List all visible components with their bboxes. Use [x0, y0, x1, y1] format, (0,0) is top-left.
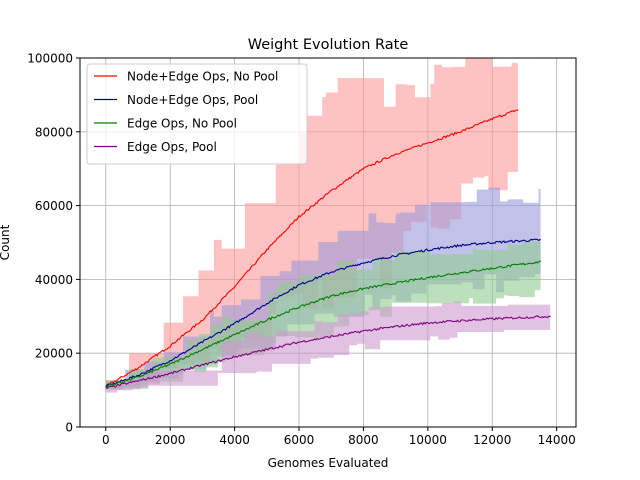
x-tick-label: 0: [102, 433, 110, 447]
y-axis-title: Count: [0, 224, 12, 260]
band-series-1: [105, 58, 519, 389]
band-series-4: [105, 301, 551, 393]
x-tick-label: 10000: [409, 433, 447, 447]
y-tick-label: 40000: [35, 273, 73, 287]
y-tick-label: 80000: [35, 125, 73, 139]
x-axis-title: Genomes Evaluated: [268, 456, 389, 470]
legend-label-4: Edge Ops, Pool: [127, 140, 217, 154]
x-tick-label: 4000: [219, 433, 250, 447]
axis-ticks: 0 2000 4000 6000 8000 10000 12000 14000 0 20000 40…: [27, 52, 576, 448]
x-tick-label: 14000: [538, 433, 576, 447]
confidence-bands: [105, 58, 551, 393]
legend-label-3: Edge Ops, No Pool: [127, 117, 237, 131]
x-tick-label: 12000: [473, 433, 511, 447]
legend: Node+Edge Ops, No Pool Node+Edge Ops, Poo…: [86, 63, 308, 165]
legend-label-2: Node+Edge Ops, Pool: [127, 93, 258, 107]
plot-frame: [79, 57, 577, 428]
line-series-2: [105, 238, 541, 388]
series-lines: [105, 109, 551, 389]
y-tick-label: 60000: [35, 199, 73, 213]
x-tick-label: 8000: [348, 433, 379, 447]
y-tick-label: 0: [65, 421, 73, 435]
x-tick-label: 6000: [284, 433, 315, 447]
line-series-1: [105, 109, 519, 388]
band-series-3: [105, 241, 541, 390]
x-tick-label: 2000: [155, 433, 186, 447]
chart-title: Weight Evolution Rate: [248, 37, 409, 53]
y-tick-label: 100000: [27, 52, 73, 66]
y-tick-label: 20000: [35, 347, 73, 361]
legend-label-1: Node+Edge Ops, No Pool: [127, 70, 278, 84]
legend-box: [86, 63, 308, 165]
line-series-4: [105, 315, 551, 389]
line-series-3: [105, 260, 541, 388]
